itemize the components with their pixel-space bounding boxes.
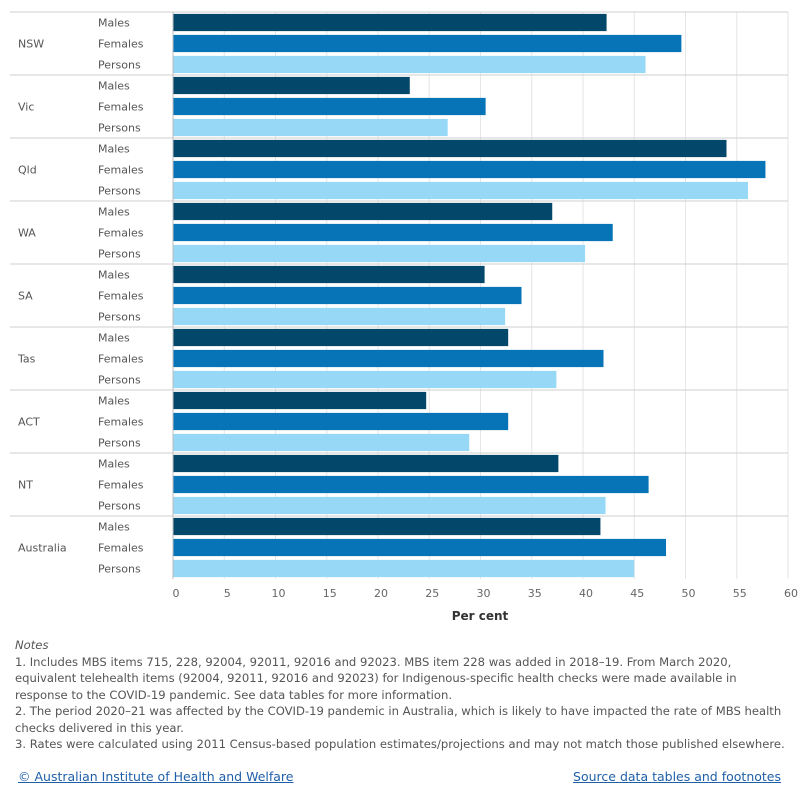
bar [173, 286, 522, 305]
bar [173, 559, 635, 578]
bar [173, 160, 766, 179]
bar [173, 223, 613, 242]
bar [173, 55, 646, 74]
group-label: Australia [18, 542, 67, 555]
bar [173, 265, 485, 284]
group-label: ACT [18, 416, 40, 429]
subcategory-label: Persons [98, 500, 141, 513]
notes-section: Notes 1. Includes MBS items 715, 228, 92… [15, 637, 785, 753]
bar [173, 307, 506, 326]
subcategory-label: Males [98, 206, 130, 219]
subcategory-label: Persons [98, 185, 141, 198]
bar [173, 76, 410, 95]
subcategory-label: Females [98, 353, 144, 366]
x-tick-label: 60 [784, 587, 798, 600]
subcategory-label: Females [98, 416, 144, 429]
note-item-1: 1. Includes MBS items 715, 228, 92004, 9… [15, 654, 737, 702]
bar [173, 328, 509, 347]
group-label: Qld [18, 164, 37, 177]
bar [173, 97, 486, 116]
x-tick-label: 50 [682, 587, 696, 600]
subcategory-label: Persons [98, 122, 141, 135]
x-axis-title: Per cent [452, 609, 509, 623]
bar [173, 13, 607, 32]
source-data-link[interactable]: Source data tables and footnotes [573, 769, 781, 784]
x-tick-label: 20 [374, 587, 388, 600]
subcategory-label: Females [98, 164, 144, 177]
group-label: Vic [18, 101, 34, 114]
bar [173, 349, 604, 368]
subcategory-label: Males [98, 269, 130, 282]
bar [173, 244, 586, 263]
subcategory-label: Females [98, 290, 144, 303]
bar [173, 433, 470, 452]
subcategory-label: Males [98, 80, 130, 93]
x-tick-label: 45 [630, 587, 644, 600]
note-item-3: 3. Rates were calculated using 2011 Cens… [15, 737, 785, 751]
group-label: SA [18, 290, 33, 303]
bar [173, 181, 749, 200]
subcategory-label: Females [98, 101, 144, 114]
group-label: NT [18, 479, 33, 492]
bar [173, 391, 427, 410]
bar [173, 454, 559, 473]
subcategory-label: Males [98, 143, 130, 156]
x-tick-label: 30 [477, 587, 491, 600]
bar [173, 496, 606, 515]
group-label: WA [18, 227, 36, 240]
bar [173, 475, 649, 494]
subcategory-label: Females [98, 542, 144, 555]
x-tick-label: 0 [173, 587, 180, 600]
x-tick-label: 25 [425, 587, 439, 600]
subcategory-label: Persons [98, 311, 141, 324]
subcategory-label: Males [98, 395, 130, 408]
subcategory-label: Persons [98, 563, 141, 576]
note-item-2: 2. The period 2020–21 was affected by th… [15, 704, 782, 735]
x-tick-label: 5 [224, 587, 231, 600]
x-tick-label: 15 [323, 587, 337, 600]
notes-title: Notes [15, 638, 49, 652]
group-label: NSW [18, 38, 44, 51]
bar [173, 139, 727, 158]
bar [173, 34, 682, 53]
x-tick-label: 40 [579, 587, 593, 600]
subcategory-label: Males [98, 17, 130, 30]
bar [173, 517, 601, 536]
bar [173, 118, 448, 137]
subcategory-label: Females [98, 227, 144, 240]
subcategory-label: Persons [98, 374, 141, 387]
subcategory-label: Females [98, 479, 144, 492]
bar [173, 412, 509, 431]
x-tick-label: 35 [528, 587, 542, 600]
subcategory-label: Females [98, 38, 144, 51]
subcategory-label: Persons [98, 248, 141, 261]
group-label: Tas [17, 353, 36, 366]
subcategory-label: Persons [98, 437, 141, 450]
x-tick-label: 55 [733, 587, 747, 600]
bar [173, 202, 553, 221]
subcategory-label: Males [98, 521, 130, 534]
x-tick-label: 10 [272, 587, 286, 600]
bar [173, 538, 667, 557]
bar [173, 370, 557, 389]
bar-chart: NSW Males Females Persons Vic Males Females Per… [10, 11, 798, 623]
subcategory-label: Males [98, 332, 130, 345]
subcategory-label: Persons [98, 59, 141, 72]
subcategory-label: Males [98, 458, 130, 471]
aihw-copyright-link[interactable]: © Australian Institute of Health and Wel… [18, 769, 294, 784]
